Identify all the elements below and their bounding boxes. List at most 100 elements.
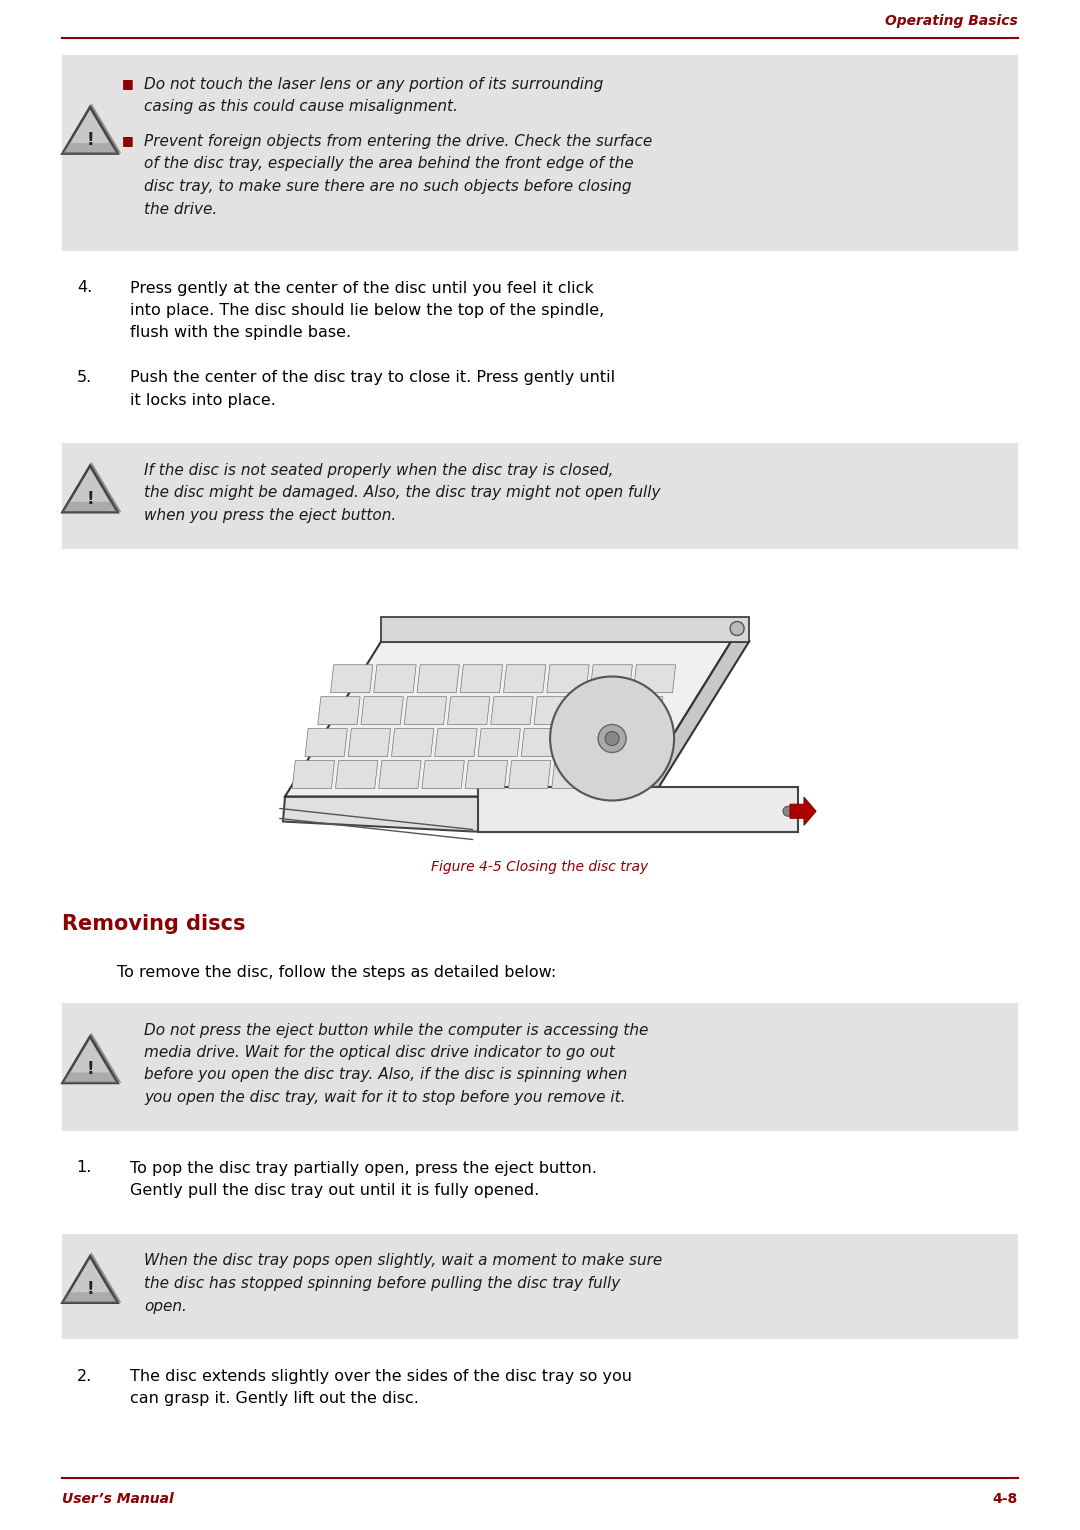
Polygon shape — [478, 728, 521, 756]
Text: into place. The disc should lie below the top of the spindle,: into place. The disc should lie below th… — [130, 303, 604, 318]
Polygon shape — [64, 1255, 119, 1300]
Text: the drive.: the drive. — [144, 202, 217, 217]
Polygon shape — [381, 617, 750, 641]
Polygon shape — [522, 728, 564, 756]
Text: !: ! — [86, 490, 94, 508]
Text: Operating Basics: Operating Basics — [886, 14, 1018, 28]
Polygon shape — [348, 728, 391, 756]
Text: the disc has stopped spinning before pulling the disc tray fully: the disc has stopped spinning before pul… — [144, 1276, 620, 1291]
Text: To remove the disc, follow the steps as detailed below:: To remove the disc, follow the steps as … — [117, 964, 556, 979]
Text: casing as this could cause misalignment.: casing as this could cause misalignment. — [144, 99, 458, 115]
Text: The disc extends slightly over the sides of the disc tray so you: The disc extends slightly over the sides… — [130, 1369, 632, 1385]
Polygon shape — [509, 760, 551, 788]
Polygon shape — [63, 1293, 118, 1302]
Polygon shape — [361, 696, 403, 725]
Polygon shape — [633, 664, 676, 693]
Polygon shape — [63, 465, 118, 513]
Polygon shape — [283, 797, 798, 831]
Text: media drive. Wait for the optical disc drive indicator to go out: media drive. Wait for the optical disc d… — [144, 1045, 615, 1060]
Polygon shape — [336, 760, 378, 788]
Polygon shape — [330, 664, 373, 693]
Polygon shape — [64, 1034, 119, 1082]
Polygon shape — [63, 1256, 118, 1302]
Text: If the disc is not seated properly when the disc tray is closed,: If the disc is not seated properly when … — [144, 464, 613, 477]
Polygon shape — [608, 728, 650, 756]
Text: can grasp it. Gently lift out the disc.: can grasp it. Gently lift out the disc. — [130, 1391, 419, 1406]
Polygon shape — [391, 728, 434, 756]
Text: 4-8: 4-8 — [993, 1492, 1018, 1506]
Polygon shape — [447, 696, 490, 725]
Polygon shape — [318, 696, 360, 725]
Polygon shape — [534, 696, 577, 725]
Text: !: ! — [86, 132, 94, 148]
Text: When the disc tray pops open slightly, wait a moment to make sure: When the disc tray pops open slightly, w… — [144, 1253, 662, 1268]
Text: !: ! — [86, 1281, 94, 1299]
Text: Figure 4-5 Closing the disc tray: Figure 4-5 Closing the disc tray — [431, 860, 649, 874]
FancyBboxPatch shape — [62, 1002, 1018, 1131]
Polygon shape — [379, 760, 421, 788]
Polygon shape — [422, 760, 464, 788]
Text: of the disc tray, especially the area behind the front edge of the: of the disc tray, especially the area be… — [144, 156, 634, 171]
Text: 5.: 5. — [77, 370, 92, 386]
FancyBboxPatch shape — [62, 55, 1018, 251]
Text: User’s Manual: User’s Manual — [62, 1492, 174, 1506]
Text: To pop the disc tray partially open, press the eject button.: To pop the disc tray partially open, pre… — [130, 1160, 597, 1175]
Polygon shape — [546, 664, 590, 693]
Text: Press gently at the center of the disc until you feel it click: Press gently at the center of the disc u… — [130, 280, 594, 295]
Polygon shape — [590, 664, 633, 693]
Polygon shape — [595, 760, 637, 788]
Polygon shape — [285, 641, 731, 797]
Polygon shape — [635, 641, 750, 797]
Text: flush with the spindle base.: flush with the spindle base. — [130, 326, 351, 341]
Polygon shape — [565, 728, 607, 756]
Text: 2.: 2. — [77, 1369, 92, 1385]
Polygon shape — [417, 664, 459, 693]
Text: the disc might be damaged. Also, the disc tray might not open fully: the disc might be damaged. Also, the dis… — [144, 485, 661, 500]
Text: disc tray, to make sure there are no such objects before closing: disc tray, to make sure there are no suc… — [144, 179, 632, 194]
FancyBboxPatch shape — [62, 444, 1018, 548]
Text: Removing discs: Removing discs — [62, 915, 245, 935]
Text: Push the center of the disc tray to close it. Press gently until: Push the center of the disc tray to clos… — [130, 370, 616, 386]
Text: ■: ■ — [122, 76, 134, 90]
Text: you open the disc tray, wait for it to stop before you remove it.: you open the disc tray, wait for it to s… — [144, 1089, 625, 1105]
Text: 1.: 1. — [77, 1160, 92, 1175]
Polygon shape — [789, 797, 816, 825]
Text: Do not press the eject button while the computer is accessing the: Do not press the eject button while the … — [144, 1022, 648, 1037]
Text: !: ! — [86, 1060, 94, 1079]
Polygon shape — [552, 760, 594, 788]
Text: 4.: 4. — [77, 280, 92, 295]
Polygon shape — [64, 464, 119, 511]
Circle shape — [730, 621, 744, 635]
Polygon shape — [63, 1036, 118, 1083]
Polygon shape — [490, 696, 534, 725]
Polygon shape — [621, 696, 663, 725]
Polygon shape — [477, 786, 798, 831]
Text: ■: ■ — [122, 135, 134, 147]
Polygon shape — [435, 728, 477, 756]
Circle shape — [598, 725, 626, 753]
Polygon shape — [63, 1073, 118, 1083]
Text: before you open the disc tray. Also, if the disc is spinning when: before you open the disc tray. Also, if … — [144, 1068, 627, 1083]
Circle shape — [605, 731, 619, 745]
Polygon shape — [404, 696, 447, 725]
Text: open.: open. — [144, 1299, 187, 1313]
Polygon shape — [465, 760, 508, 788]
Polygon shape — [63, 144, 118, 153]
Text: Prevent foreign objects from entering the drive. Check the surface: Prevent foreign objects from entering th… — [144, 135, 652, 148]
Polygon shape — [503, 664, 545, 693]
Text: it locks into place.: it locks into place. — [130, 393, 275, 407]
Polygon shape — [577, 696, 620, 725]
Circle shape — [783, 806, 793, 815]
Text: when you press the eject button.: when you press the eject button. — [144, 508, 396, 523]
Polygon shape — [63, 107, 118, 153]
Polygon shape — [63, 502, 118, 513]
Text: Gently pull the disc tray out until it is fully opened.: Gently pull the disc tray out until it i… — [130, 1183, 539, 1198]
Circle shape — [550, 676, 674, 800]
Polygon shape — [64, 106, 119, 151]
Polygon shape — [460, 664, 502, 693]
Text: Do not touch the laser lens or any portion of its surrounding: Do not touch the laser lens or any porti… — [144, 76, 604, 92]
Polygon shape — [293, 760, 335, 788]
FancyBboxPatch shape — [62, 1233, 1018, 1339]
Polygon shape — [305, 728, 348, 756]
Polygon shape — [374, 664, 416, 693]
